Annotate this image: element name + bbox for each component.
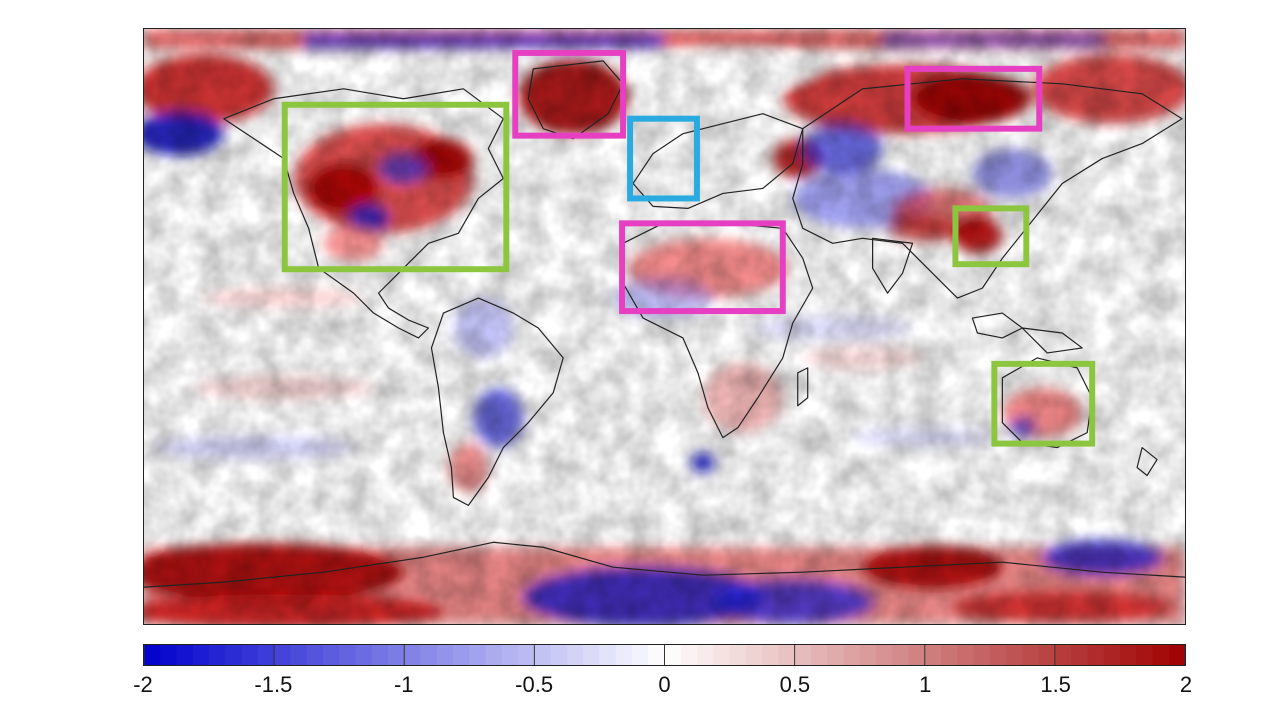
colorbar-step: [274, 645, 291, 665]
colorbar-step: [355, 645, 373, 665]
colorbar-step: [241, 645, 259, 665]
colorbar-step: [290, 645, 308, 665]
highlight-sahara: [619, 220, 786, 315]
colorbar-step: [339, 645, 356, 665]
colorbar-tick-label: -2: [133, 672, 153, 697]
colorbar-step: [875, 645, 893, 665]
colorbar-step: [1152, 645, 1170, 665]
highlight-east-asia: [952, 205, 1030, 268]
colorbar-step: [631, 645, 649, 665]
colorbar-step: [322, 645, 340, 665]
colorbar-step: [160, 645, 178, 665]
coastlines: [144, 60, 1185, 588]
colorbar-step: [892, 645, 909, 665]
colorbar-step: [453, 645, 470, 665]
colorbar-step: [485, 645, 503, 665]
colorbar-step: [989, 645, 1007, 665]
highlight-north-america: [281, 101, 510, 273]
colorbar-step: [1103, 645, 1121, 665]
colorbar-step: [1071, 645, 1088, 665]
colorbar-step: [729, 645, 747, 665]
colorbar-step: [209, 645, 226, 665]
colorbar-step: [924, 645, 942, 665]
colorbar-step: [404, 645, 422, 665]
colorbar-step: [843, 645, 861, 665]
highlight-siberia: [904, 65, 1043, 132]
anomaly-map: [143, 28, 1186, 625]
colorbar-step: [859, 645, 877, 665]
colorbar-step: [941, 645, 958, 665]
colorbar-step: [664, 645, 682, 665]
colorbar-tick-label: 2: [1179, 672, 1193, 697]
colorbar-step: [957, 645, 975, 665]
colorbar-step: [827, 645, 844, 665]
colorbar-step: [469, 645, 487, 665]
colorbar-tick-label: 0.5: [779, 672, 811, 697]
colorbar-step: [566, 645, 584, 665]
colorbar-step: [713, 645, 731, 665]
highlight-australia: [991, 360, 1096, 447]
colorbar-tick-label: -0.5: [515, 672, 554, 697]
world-map-svg: [144, 29, 1185, 624]
colorbar-step: [1087, 645, 1105, 665]
colorbar-tick-label: 0: [658, 672, 671, 697]
colorbar-step: [225, 645, 243, 665]
colorbar-step: [583, 645, 600, 665]
colorbar-step: [436, 645, 454, 665]
colorbar-step: [810, 645, 828, 665]
highlight-western-europe: [627, 115, 700, 202]
colorbar-step: [599, 645, 617, 665]
colorbar-step: [387, 645, 405, 665]
colorbar-tick-label: 1.5: [1040, 672, 1071, 697]
colorbar-step: [778, 645, 796, 665]
colorbar-svg: [144, 645, 1185, 665]
colorbar-step: [257, 645, 275, 665]
colorbar-step: [680, 645, 698, 665]
colorbar-step: [1168, 645, 1185, 665]
highlight-boxes: [281, 49, 1096, 447]
colorbar-step: [745, 645, 763, 665]
colorbar-tick-label: -1: [393, 672, 414, 697]
colorbar-step: [794, 645, 812, 665]
colorbar-step: [1022, 645, 1040, 665]
colorbar-step: [1119, 645, 1137, 665]
colorbar-step: [176, 645, 194, 665]
colorbar-step: [1136, 645, 1153, 665]
colorbar-step: [534, 645, 552, 665]
colorbar-step: [1054, 645, 1072, 665]
colorbar-step: [144, 645, 161, 665]
colorbar-step: [1006, 645, 1023, 665]
colorbar-step: [501, 645, 519, 665]
colorbar-step: [762, 645, 779, 665]
colorbar-step: [371, 645, 389, 665]
colorbar-tick-label: 1: [919, 672, 932, 697]
colorbar-step: [648, 645, 665, 665]
colorbar-step: [518, 645, 535, 665]
colorbar-step: [615, 645, 633, 665]
colorbar-step: [306, 645, 324, 665]
colorbar-step: [697, 645, 714, 665]
colorbar-step: [908, 645, 926, 665]
colorbar-step: [420, 645, 438, 665]
colorbar-step: [192, 645, 210, 665]
colorbar-step: [973, 645, 991, 665]
colorbar-tick-label: -1.5: [254, 672, 293, 697]
colorbar-step: [1038, 645, 1056, 665]
colorbar: [143, 644, 1186, 666]
highlight-greenland: [512, 49, 627, 139]
colorbar-step: [550, 645, 568, 665]
